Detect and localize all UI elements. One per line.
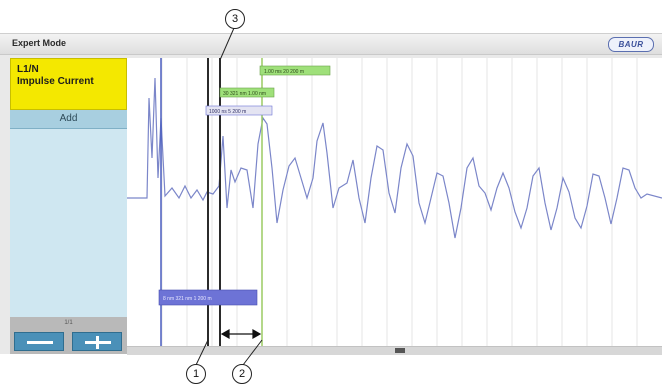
cursor-tag-bottom[interactable]: 8 nm 321 nm 1 200 m xyxy=(158,289,258,306)
svg-text:8 nm 321 nm 1 200 m: 8 nm 321 nm 1 200 m xyxy=(163,296,212,302)
callout-2: 2 xyxy=(232,364,252,384)
svg-text:1000 ns 5 200 m: 1000 ns 5 200 m xyxy=(209,109,246,115)
app-window: Expert Mode BAUR L1/N Impulse Current Ad… xyxy=(0,33,662,355)
callout-3: 3 xyxy=(225,9,245,29)
title-bar: Expert Mode BAUR xyxy=(0,34,662,55)
waveform-svg: 1.00 ms 20 200 m 30 321 nm 1.00 nm 1000 … xyxy=(127,58,662,346)
waveform-trace xyxy=(127,77,662,239)
callout-1: 1 xyxy=(186,364,206,384)
brand-logo: BAUR xyxy=(608,37,654,52)
cursor-tag-lower[interactable]: 1000 ns 5 200 m xyxy=(205,105,273,116)
measurement-list xyxy=(10,129,127,317)
cursor-tag-middle[interactable]: 30 321 nm 1.00 nm xyxy=(219,87,275,98)
plus-button[interactable] xyxy=(72,332,122,351)
minus-icon xyxy=(27,341,53,344)
navigation-area: 1/1 xyxy=(10,317,127,354)
scroll-thumb[interactable] xyxy=(395,348,405,353)
add-button[interactable]: Add xyxy=(10,110,127,129)
measurement-selection[interactable]: L1/N Impulse Current xyxy=(10,58,127,110)
svg-text:1.00 ms 20 200 m: 1.00 ms 20 200 m xyxy=(264,69,304,75)
window-title: Expert Mode xyxy=(12,38,67,48)
measurement-channel: L1/N xyxy=(17,64,39,75)
measurement-type: Impulse Current xyxy=(17,76,94,87)
svg-text:30 321 nm 1.00 nm: 30 321 nm 1.00 nm xyxy=(223,91,266,97)
waveform-plot[interactable]: 1.00 ms 20 200 m 30 321 nm 1.00 nm 1000 … xyxy=(127,58,662,346)
distance-arrow xyxy=(220,328,262,340)
horizontal-scrollbar[interactable] xyxy=(127,346,662,355)
minus-button[interactable] xyxy=(14,332,64,351)
sidebar: L1/N Impulse Current Add 1/1 xyxy=(10,58,127,354)
page-indicator: 1/1 xyxy=(64,320,73,326)
cursor-tag-top[interactable]: 1.00 ms 20 200 m xyxy=(259,65,331,76)
